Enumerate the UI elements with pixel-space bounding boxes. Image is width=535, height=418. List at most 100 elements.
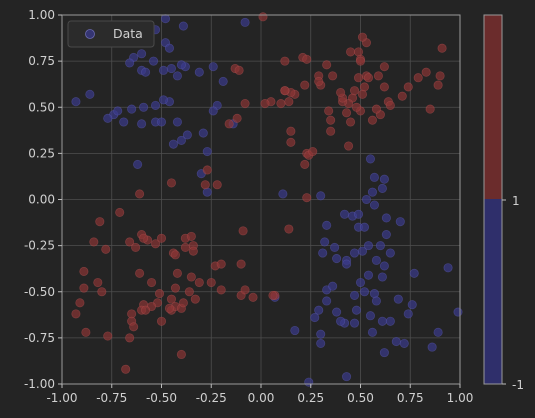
data-point-class-neg-1	[168, 139, 178, 149]
data-point-class-neg-1	[125, 58, 135, 68]
y-tick-label: -0.25	[24, 239, 55, 253]
x-axis: -1.00 -0.75 -0.50 -0.25 0.00 0.25 0.50 0.75 1.00	[46, 384, 473, 405]
y-tick-label: 0.00	[28, 193, 55, 207]
data-point-class-1	[268, 290, 278, 300]
legend-label: Data	[113, 26, 143, 41]
data-point-class-neg-1	[353, 209, 364, 219]
y-tick-label: -0.75	[24, 331, 55, 345]
data-point-class-1	[95, 217, 105, 227]
data-point-class-neg-1	[158, 65, 169, 75]
data-point-class-1	[421, 67, 431, 77]
data-point-class-1	[154, 289, 165, 299]
data-point-class-1	[186, 231, 196, 241]
data-point-class-neg-1	[320, 237, 330, 247]
data-point-class-1	[166, 294, 176, 304]
data-point-class-1	[202, 165, 212, 175]
data-point-class-neg-1	[365, 154, 375, 164]
data-point-class-1	[172, 268, 182, 278]
data-point-class-neg-1	[375, 241, 385, 251]
data-point-class-neg-1	[379, 348, 389, 358]
data-point-class-neg-1	[218, 76, 228, 86]
data-point-class-neg-1	[304, 377, 314, 387]
data-point-class-1	[176, 349, 186, 360]
data-point-class-neg-1	[367, 187, 377, 197]
data-point-class-1	[276, 99, 286, 109]
data-point-class-neg-1	[377, 183, 387, 193]
data-point-class-1	[125, 237, 135, 247]
legend-marker	[85, 29, 95, 39]
x-tick-label: -0.75	[96, 391, 127, 405]
data-point-class-1	[79, 266, 89, 277]
data-point-class-neg-1	[367, 327, 377, 337]
data-point-class-neg-1	[363, 241, 374, 251]
data-point-class-neg-1	[330, 242, 340, 253]
data-point-class-1	[302, 54, 312, 64]
data-point-class-neg-1	[328, 281, 338, 291]
data-point-class-1	[280, 56, 290, 66]
data-point-class-neg-1	[208, 106, 218, 116]
data-point-class-1	[135, 189, 145, 199]
data-point-class-neg-1	[278, 189, 288, 199]
data-point-class-neg-1	[385, 316, 395, 326]
data-point-class-neg-1	[369, 200, 379, 210]
data-point-class-1	[435, 71, 445, 81]
x-tick-label: 0.75	[397, 391, 424, 405]
data-point-class-1	[103, 331, 113, 341]
data-point-class-neg-1	[377, 316, 387, 326]
data-point-class-neg-1	[349, 248, 360, 258]
colorbar-tick-label: 1	[512, 194, 520, 208]
data-point-class-neg-1	[322, 296, 332, 306]
data-point-class-neg-1	[127, 104, 137, 114]
data-point-class-neg-1	[141, 67, 151, 77]
data-point-class-1	[353, 73, 364, 83]
data-point-class-1	[345, 47, 356, 57]
data-point-class-1	[164, 303, 175, 313]
data-point-class-1	[97, 287, 107, 297]
y-tick-label: 1.00	[28, 8, 55, 22]
x-tick-label: -1.00	[46, 391, 77, 405]
data-point-class-neg-1	[349, 318, 360, 328]
colorbar-negative-segment	[484, 199, 502, 384]
data-point-class-neg-1	[202, 146, 212, 157]
data-point-class-1	[344, 141, 354, 151]
data-point-class-neg-1	[359, 222, 370, 232]
data-point-class-1	[357, 89, 368, 99]
data-point-class-neg-1	[194, 67, 204, 77]
data-point-class-1	[433, 80, 443, 90]
x-tick-label: 0.00	[248, 391, 275, 405]
y-axis: 1.00 0.75 0.50 0.25 0.00 -0.25 -0.50 -0.75 -1.00	[24, 8, 62, 391]
legend-box	[67, 20, 155, 48]
data-point-class-neg-1	[119, 117, 129, 127]
data-point-class-neg-1	[156, 117, 167, 127]
data-point-class-1	[188, 246, 198, 256]
data-point-class-1	[166, 178, 176, 188]
data-point-class-1	[232, 113, 242, 123]
colorbar: 1 -1	[483, 14, 524, 392]
data-point-class-neg-1	[176, 60, 186, 70]
data-point-class-1	[121, 364, 131, 374]
data-point-class-neg-1	[355, 277, 366, 288]
data-point-class-1	[367, 115, 377, 125]
data-point-class-neg-1	[172, 117, 182, 127]
data-point-class-1	[75, 298, 85, 308]
data-point-class-neg-1	[322, 220, 332, 230]
data-point-class-neg-1	[71, 97, 81, 107]
data-point-class-1	[234, 65, 244, 75]
data-point-class-1	[371, 104, 381, 114]
data-point-class-neg-1	[150, 100, 161, 110]
data-point-class-neg-1	[409, 268, 419, 278]
data-point-class-neg-1	[453, 307, 463, 317]
data-point-class-1	[115, 207, 125, 217]
x-tick-label: 0.25	[297, 391, 324, 405]
colorbar-positive-segment	[484, 15, 502, 199]
data-point-class-1	[326, 115, 336, 125]
data-point-class-neg-1	[357, 246, 368, 256]
data-point-class-neg-1	[443, 263, 453, 273]
data-point-class-neg-1	[182, 130, 192, 140]
data-point-class-neg-1	[198, 128, 208, 138]
y-tick-label: -0.50	[24, 285, 55, 299]
data-point-class-1	[135, 268, 145, 278]
data-point-class-neg-1	[342, 259, 352, 269]
data-point-class-neg-1	[351, 305, 362, 315]
data-point-class-neg-1	[318, 248, 328, 258]
